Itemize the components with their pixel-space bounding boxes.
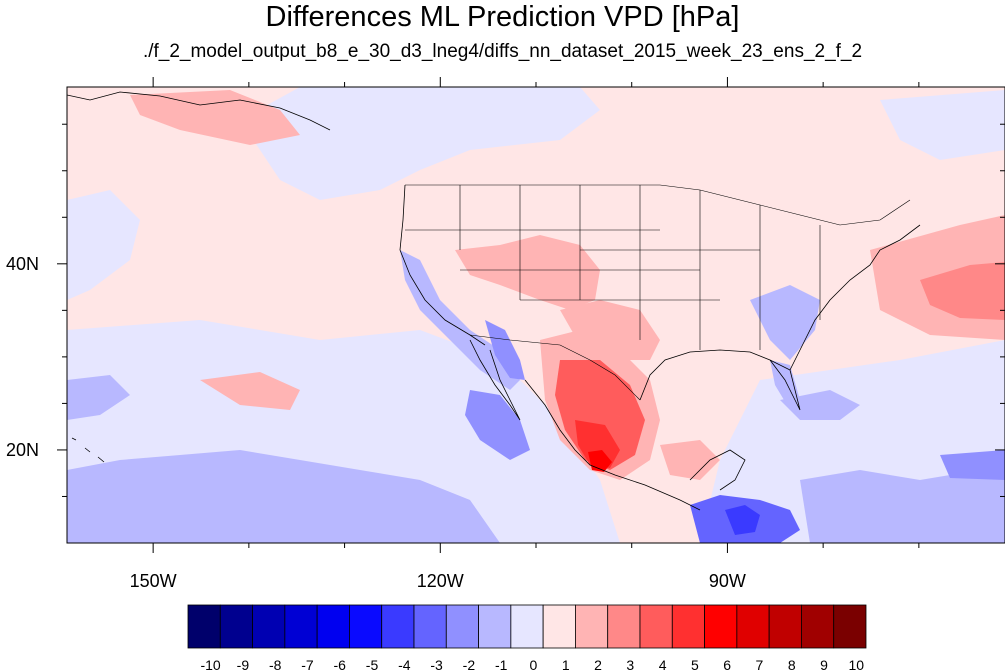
central-america-dark-blue <box>725 505 760 535</box>
colorbar-label: -10 <box>200 657 220 672</box>
contour-field <box>67 87 1005 543</box>
mexico-dark-red <box>575 420 620 468</box>
yucatan-coast <box>689 449 746 491</box>
colorbar-swatch <box>671 604 705 649</box>
colorbar-label: -2 <box>463 657 476 672</box>
baja-coast <box>469 339 521 421</box>
west-pacific-light-blue <box>67 190 140 300</box>
california-blue <box>400 250 520 390</box>
colorbar-label: 10 <box>849 657 865 672</box>
colorbar-swatch <box>316 604 350 649</box>
north-pacific-light-blue <box>240 87 600 200</box>
colorbar: -10 -9 -8 -7 -6 -5 -4 -3 -2 -1 0 1 2 3 4 5 6 7 8 9 10 <box>187 604 867 672</box>
colorbar-label: -7 <box>301 657 314 672</box>
colorbar-label: 6 <box>723 657 731 672</box>
colorbar-label: -8 <box>269 657 282 672</box>
colorbar-swatch <box>801 604 835 649</box>
colorbar-label: -5 <box>366 657 379 672</box>
baja-blue <box>465 390 530 460</box>
lon-tick-label: 120W <box>417 571 464 591</box>
colorbar-label: 9 <box>820 657 828 672</box>
alaska-coast <box>67 91 331 131</box>
colorbar-swatch <box>736 604 770 649</box>
colorbar-label: 5 <box>691 657 699 672</box>
caribbean-blue <box>800 465 1005 543</box>
colorbar-label: -3 <box>430 657 443 672</box>
colorbar-swatch <box>768 604 802 649</box>
colorbar-swatch <box>413 604 447 649</box>
caribbean-dark-blue <box>940 450 1005 480</box>
colorbar-swatch <box>252 604 286 649</box>
lat-tick-label: 20N <box>6 440 39 460</box>
colorbar-swatch <box>575 604 609 649</box>
colorbar-label: 1 <box>562 657 570 672</box>
colorbar-label: -4 <box>398 657 411 672</box>
florida-coast <box>769 349 801 411</box>
east-coast <box>799 224 921 351</box>
southern-plains-light-red <box>560 300 660 360</box>
mexico-red <box>555 360 645 470</box>
great-lakes-light-blue <box>880 90 1005 160</box>
map-subtitle: ./f_2_model_output_b8_e_30_d3_lneg4/diff… <box>142 41 863 62</box>
gulf-stream-light-blue <box>780 390 860 420</box>
state-lines <box>405 185 821 350</box>
colorbar-swatch <box>704 604 738 649</box>
colorbar-swatch <box>639 604 673 649</box>
colorbar-swatch <box>607 604 641 649</box>
colorbar-label: 7 <box>756 657 764 672</box>
colorbar-swatch <box>381 604 415 649</box>
lon-tick-label: 90W <box>709 571 746 591</box>
atlantic-red <box>920 262 1005 320</box>
colorbar-label: -9 <box>237 657 250 672</box>
colorbar-swatch <box>542 604 576 649</box>
pacific-light-red-band <box>200 372 300 410</box>
southeast-us-blue <box>750 285 820 360</box>
mexico-pacific-coast <box>524 379 701 511</box>
west-coast <box>399 184 486 346</box>
colorbar-swatch <box>349 604 383 649</box>
colorbar-label: 8 <box>788 657 796 672</box>
colorbar-label: 3 <box>626 657 634 672</box>
colorbar-label: 0 <box>530 657 538 672</box>
colorbar-label: 2 <box>594 657 602 672</box>
political-borders <box>405 184 911 401</box>
mid-pacific-blue <box>67 375 130 420</box>
canada-border <box>405 184 911 226</box>
coastlines <box>67 91 921 511</box>
axis-ticks: 150W 120W 90W 40N 20N <box>6 77 1005 591</box>
colorbar-swatch <box>478 604 512 649</box>
colorbar-swatch <box>445 604 479 649</box>
gulf-mexico-light-red <box>660 440 720 480</box>
colorbar-label: -1 <box>495 657 508 672</box>
mexico-border <box>469 334 641 401</box>
colorbar-swatch <box>187 604 221 649</box>
hawaii <box>71 437 105 463</box>
tropical-pacific-blue <box>67 450 500 543</box>
lon-tick-label: 150W <box>130 571 177 591</box>
lat-tick-label: 40N <box>6 254 39 274</box>
gulf-coast <box>639 349 791 401</box>
southwest-us-light-red <box>455 235 600 310</box>
colorbar-swatch <box>284 604 318 649</box>
colorbar-swatch <box>833 604 867 649</box>
gulf-california-blue <box>485 320 525 380</box>
colorbar-swatch <box>510 604 544 649</box>
colorbar-label: 4 <box>659 657 667 672</box>
colorbar-label: -6 <box>334 657 347 672</box>
map-title: Differences ML Prediction VPD [hPa] <box>265 1 740 33</box>
colorbar-swatch <box>219 604 253 649</box>
